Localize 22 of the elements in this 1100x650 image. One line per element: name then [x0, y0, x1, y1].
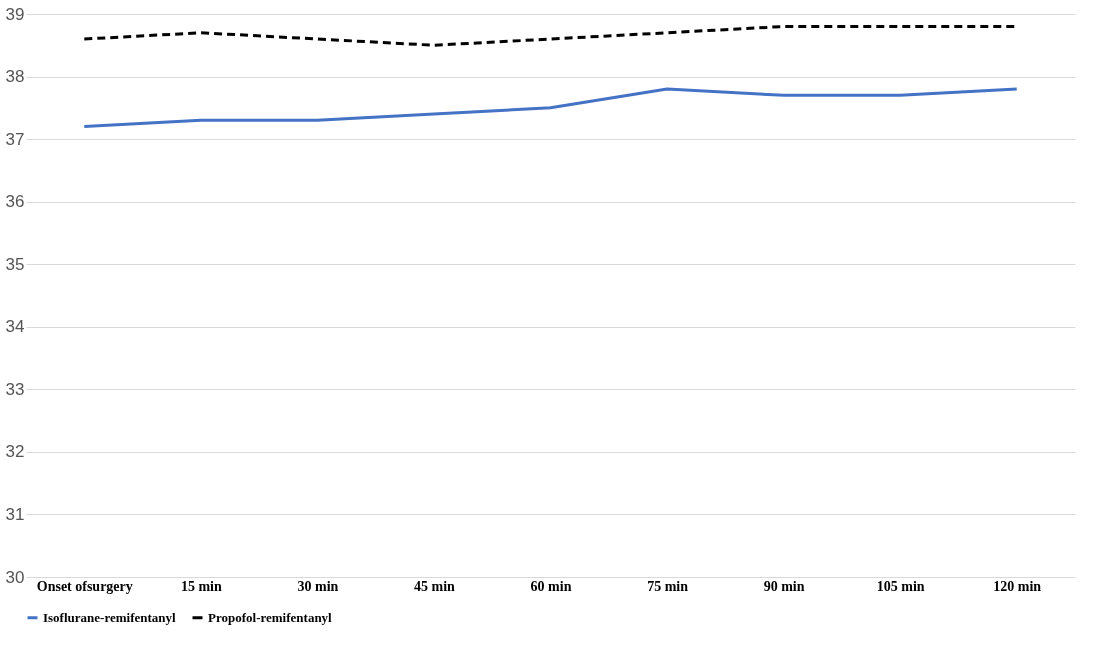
y-tick-label: 37: [5, 129, 25, 149]
x-tick-label: 30 min: [297, 578, 339, 594]
x-tick-label: Onset ofsurgery: [36, 578, 133, 594]
x-tick-label: 75 min: [647, 578, 689, 594]
x-tick-label: 105 min: [876, 578, 925, 594]
y-tick-label: 34: [5, 317, 25, 337]
y-tick-label: 36: [5, 192, 25, 212]
y-tick-label: 33: [5, 379, 25, 399]
x-tick-label: 45 min: [414, 578, 456, 594]
y-tick-label: 38: [5, 67, 25, 87]
y-tick-label: 39: [5, 4, 25, 24]
x-tick-label: 15 min: [180, 578, 222, 594]
y-tick-label: 30: [5, 567, 25, 587]
x-tick-label: 120 min: [993, 578, 1042, 594]
legend-label: Propofol-remifentanyl: [208, 609, 333, 625]
x-tick-label: 60 min: [530, 578, 572, 594]
legend-label: Isoflurane-remifentanyl: [43, 609, 177, 625]
y-tick-label: 32: [5, 442, 25, 462]
x-tick-label: 90 min: [763, 578, 805, 594]
y-tick-label: 31: [5, 504, 25, 524]
line-series: [82, 87, 1019, 129]
y-tick-label: 35: [5, 254, 25, 274]
